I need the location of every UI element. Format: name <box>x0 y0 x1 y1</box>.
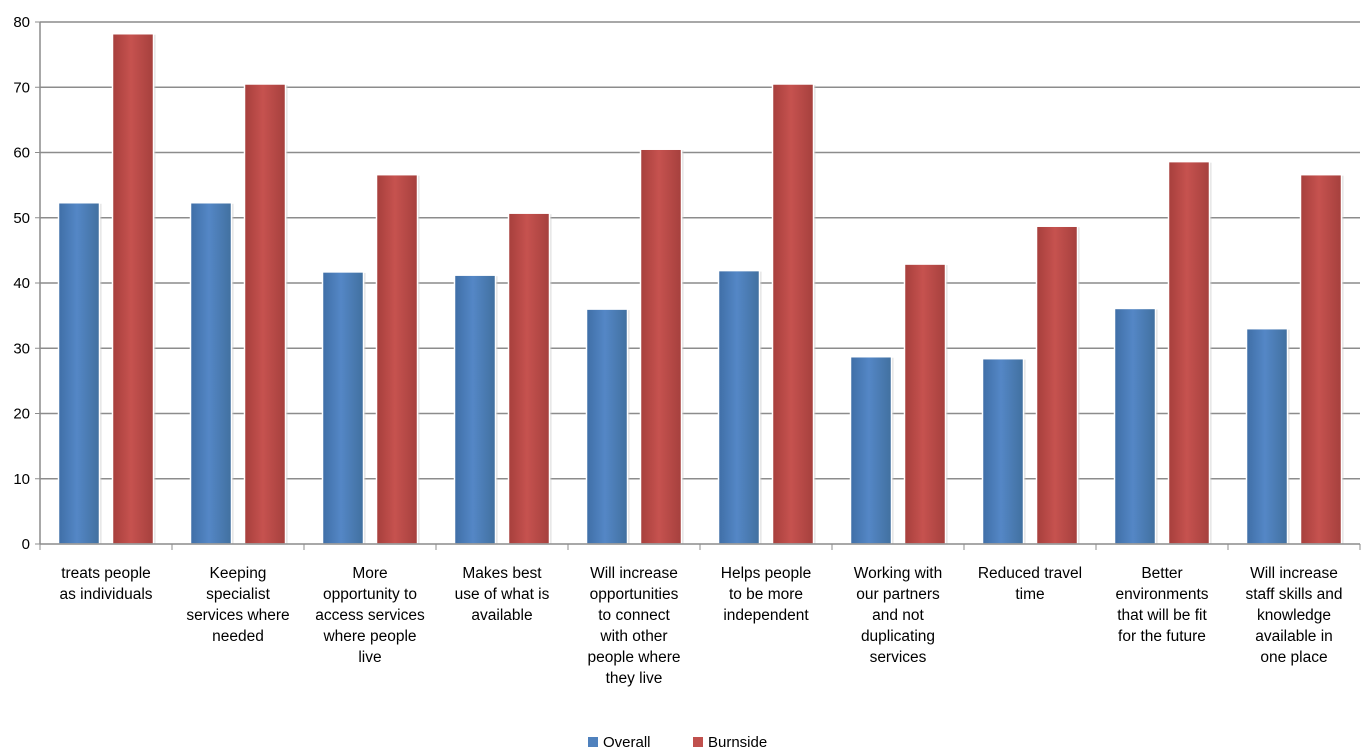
x-category-label-line: Working with <box>854 565 942 582</box>
y-axis-ticks: 0 10 20 30 40 50 60 70 80 <box>13 14 40 553</box>
x-category-label-line: treats people <box>61 565 151 582</box>
x-category-label-line: Will increase <box>590 565 678 582</box>
legend: Overall Burnside <box>588 734 767 751</box>
x-category-label-line: people where <box>587 649 680 666</box>
x-category-label: Makes best use of what is available <box>455 565 550 624</box>
x-category-label-line: Helps people <box>721 565 811 582</box>
bars <box>57 32 1344 545</box>
x-category-label-line: and not <box>872 607 924 624</box>
x-category-label: More opportunity to access services where p… <box>315 565 425 666</box>
y-tick-label: 40 <box>13 275 30 292</box>
x-category-label-line: Reduced travel <box>978 565 1082 582</box>
bar-burnside-9 <box>1167 160 1211 545</box>
bar-burnside-10 <box>1299 173 1343 545</box>
bar-overall-6 <box>717 269 761 545</box>
bar-burnside-2 <box>243 83 287 545</box>
x-category-label-line: available in <box>1255 628 1333 645</box>
x-category-label-line: available <box>471 607 532 624</box>
x-category-label-line: live <box>358 649 381 666</box>
bar-overall-1 <box>57 201 101 545</box>
x-category-label-line: Better <box>1141 565 1182 582</box>
x-category-label: Helps people to be more independent <box>721 565 811 624</box>
x-category-label-line: Makes best <box>462 565 542 582</box>
x-category-label-line: to be more <box>729 586 803 603</box>
x-category-label-line: they live <box>606 670 663 687</box>
bar-overall-3 <box>321 271 365 545</box>
x-category-label-line: where people <box>322 628 416 645</box>
legend-swatch-overall <box>588 737 598 747</box>
y-tick-label: 30 <box>13 340 30 357</box>
x-category-label-line: services <box>870 649 927 666</box>
x-category-label-line: use of what is <box>455 586 550 603</box>
bar-burnside-3 <box>375 173 419 545</box>
bar-burnside-5 <box>639 148 683 545</box>
x-category-label: Better environments that will be fit for th… <box>1115 565 1208 645</box>
bar-overall-5 <box>585 308 629 545</box>
x-category-label-line: duplicating <box>861 628 935 645</box>
bar-burnside-7 <box>903 263 947 545</box>
bar-overall-7 <box>849 355 893 545</box>
x-axis-labels: treats people as individuals Keeping specia… <box>59 565 1342 687</box>
y-tick-label: 50 <box>13 210 30 227</box>
x-category-label-line: opportunities <box>590 586 679 603</box>
bar-overall-4 <box>453 274 497 545</box>
x-category-label-line: opportunity to <box>323 586 417 603</box>
x-category-label-line: environments <box>1115 586 1208 603</box>
bar-overall-10 <box>1245 327 1289 545</box>
axes <box>39 22 1361 550</box>
y-tick-label: 20 <box>13 406 30 423</box>
bar-burnside-8 <box>1035 225 1079 545</box>
y-tick-label: 0 <box>22 536 30 553</box>
y-tick-label: 70 <box>13 79 30 96</box>
x-category-label-line: time <box>1015 586 1044 603</box>
x-category-label-line: access services <box>315 607 425 624</box>
x-category-label: treats people as individuals <box>59 565 152 603</box>
x-category-label-line: independent <box>723 607 809 624</box>
x-category-label-line: one place <box>1260 649 1327 666</box>
y-tick-label: 10 <box>13 471 30 488</box>
x-category-label: Working with our partners and not duplicati… <box>854 565 942 666</box>
x-category-label-line: for the future <box>1118 628 1206 645</box>
bar-burnside-1 <box>111 32 155 545</box>
x-category-label-line: More <box>352 565 387 582</box>
bar-burnside-6 <box>771 83 815 545</box>
x-category-label-line: needed <box>212 628 264 645</box>
x-category-label-line: as individuals <box>59 586 152 603</box>
x-category-label-line: staff skills and <box>1245 586 1342 603</box>
x-category-label: Reduced travel time <box>978 565 1082 603</box>
bar-overall-8 <box>981 357 1025 545</box>
bar-overall-9 <box>1113 307 1157 545</box>
legend-swatch-burnside <box>693 737 703 747</box>
x-category-label: Will increase staff skills and knowledge av… <box>1245 565 1342 666</box>
x-category-label-line: knowledge <box>1257 607 1331 624</box>
x-category-label-line: with other <box>599 628 667 645</box>
x-category-label-line: specialist <box>206 586 270 603</box>
legend-label-burnside: Burnside <box>708 734 767 751</box>
x-category-label-line: Keeping <box>210 565 267 582</box>
x-category-label-line: to connect <box>598 607 670 624</box>
x-category-label-line: that will be fit <box>1117 607 1207 624</box>
bar-burnside-4 <box>507 212 551 545</box>
x-category-label: Keeping specialist services where needed <box>186 565 289 645</box>
y-tick-label: 60 <box>13 145 30 162</box>
x-category-label-line: Will increase <box>1250 565 1338 582</box>
x-category-label-line: services where <box>186 607 289 624</box>
x-category-label-line: our partners <box>856 586 940 603</box>
x-category-label: Will increase opportunities to connect with… <box>587 565 680 687</box>
bar-overall-2 <box>189 201 233 545</box>
y-tick-label: 80 <box>13 14 30 31</box>
legend-label-overall: Overall <box>603 734 651 751</box>
gridlines <box>40 21 1360 480</box>
